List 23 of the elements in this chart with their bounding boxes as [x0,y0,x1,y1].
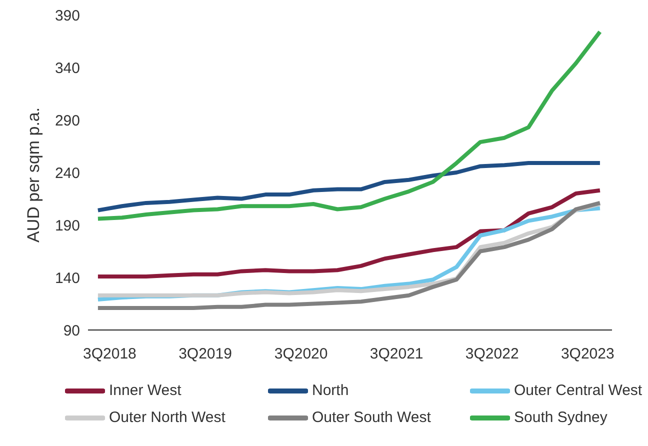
line-series [96,161,602,212]
x-tick-label: 3Q2022 [465,346,519,363]
y-tick-label: 390 [54,7,80,24]
legend-label: Outer Central West [514,382,642,399]
y-tick-label: 90 [63,322,80,340]
line-series [96,30,602,221]
x-tick-label: 3Q2021 [370,346,424,363]
x-tick-label: 3Q2018 [83,346,136,363]
y-tick-label: 140 [54,270,80,287]
y-tick-label: 240 [54,164,80,182]
y-tick-label: 190 [54,217,80,234]
legend-label: Inner West [109,382,182,399]
y-axis-title: AUD per sqm p.a. [24,107,44,242]
legend-label: South Sydney [514,409,608,426]
x-tick-label: 3Q2019 [178,346,232,363]
legend-label: North [312,382,349,399]
legend-label: Outer North West [109,409,226,426]
x-tick-label: 3Q2020 [274,346,328,363]
legend-label: Outer South West [312,409,431,426]
y-tick-label: 340 [54,60,80,77]
line-series [96,188,602,278]
x-tick-label: 3Q2023 [560,346,614,363]
y-tick-label: 290 [54,112,80,130]
